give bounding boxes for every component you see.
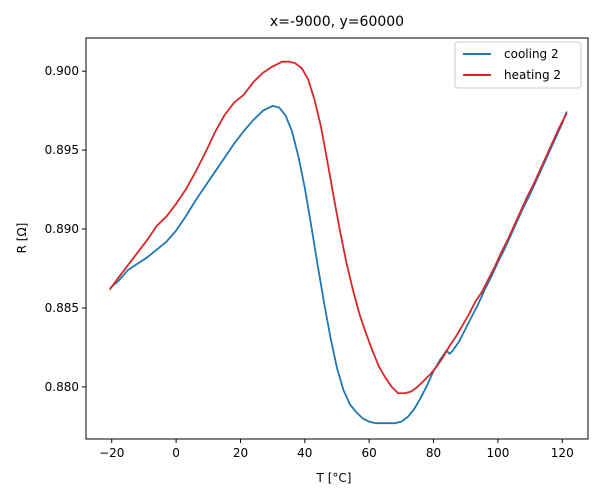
x-tick-label: 60 bbox=[362, 446, 377, 460]
x-tick-label: 100 bbox=[486, 446, 509, 460]
y-axis-ticks: 0.880 0.885 0.890 0.895 0.900 bbox=[45, 64, 86, 394]
y-tick-label: 0.895 bbox=[45, 143, 79, 157]
legend-label-cooling: cooling 2 bbox=[504, 47, 559, 61]
chart-title: x=-9000, y=60000 bbox=[270, 14, 404, 30]
legend-label-heating: heating 2 bbox=[504, 68, 561, 82]
series-line-heating-2 bbox=[109, 60, 568, 395]
y-tick-label: 0.880 bbox=[45, 380, 79, 394]
x-axis-label: T [°C] bbox=[316, 471, 352, 485]
y-tick-label: 0.885 bbox=[45, 301, 79, 315]
x-tick-label: 40 bbox=[297, 446, 312, 460]
x-tick-label: 80 bbox=[426, 446, 441, 460]
plot-area bbox=[85, 37, 589, 440]
y-tick-label: 0.900 bbox=[45, 64, 79, 78]
y-axis-label: R [Ω] bbox=[15, 223, 29, 254]
x-tick-label: −20 bbox=[99, 446, 124, 460]
x-axis-ticks: −20 0 20 40 60 80 100 120 bbox=[99, 439, 574, 460]
legend: cooling 2 heating 2 bbox=[454, 41, 582, 89]
x-tick-label: 20 bbox=[233, 446, 248, 460]
series-layer bbox=[109, 60, 568, 425]
y-tick-label: 0.890 bbox=[45, 222, 79, 236]
series-line-cooling-2 bbox=[109, 104, 568, 425]
x-tick-label: 120 bbox=[551, 446, 574, 460]
axes-frame bbox=[85, 37, 589, 440]
x-tick-label: 0 bbox=[172, 446, 180, 460]
